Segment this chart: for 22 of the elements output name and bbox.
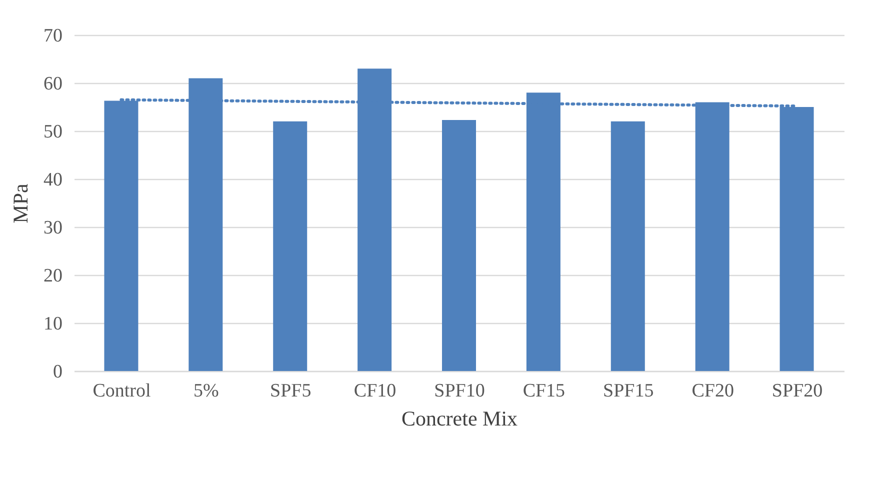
- y-tick-label: 30: [44, 218, 62, 238]
- x-tick-label: SPF15: [603, 380, 654, 402]
- y-tick-label: 20: [44, 266, 62, 286]
- x-tick-label: SPF10: [434, 380, 485, 402]
- x-tick-label: 5%: [194, 380, 220, 402]
- x-axis-title: Concrete Mix: [401, 406, 518, 430]
- y-tick-label: 60: [44, 74, 62, 94]
- x-tick-label: CF10: [354, 380, 396, 402]
- y-tick-label: 50: [44, 122, 62, 142]
- x-tick-label: SPF5: [270, 380, 312, 402]
- bar: [610, 121, 645, 371]
- x-tick-label: CF20: [692, 380, 734, 402]
- bar: [442, 120, 476, 371]
- x-tick-label: CF15: [522, 380, 566, 402]
- y-tick-label: 0: [53, 362, 62, 382]
- bar: [273, 121, 308, 371]
- y-tick-label: 70: [44, 26, 62, 46]
- y-tick-label: 10: [44, 314, 62, 334]
- y-axis-title: MPa: [8, 182, 32, 224]
- y-tick-label: 40: [44, 170, 62, 190]
- x-tick-label: SPF20: [772, 380, 823, 402]
- x-tick-label: Control: [92, 380, 151, 402]
